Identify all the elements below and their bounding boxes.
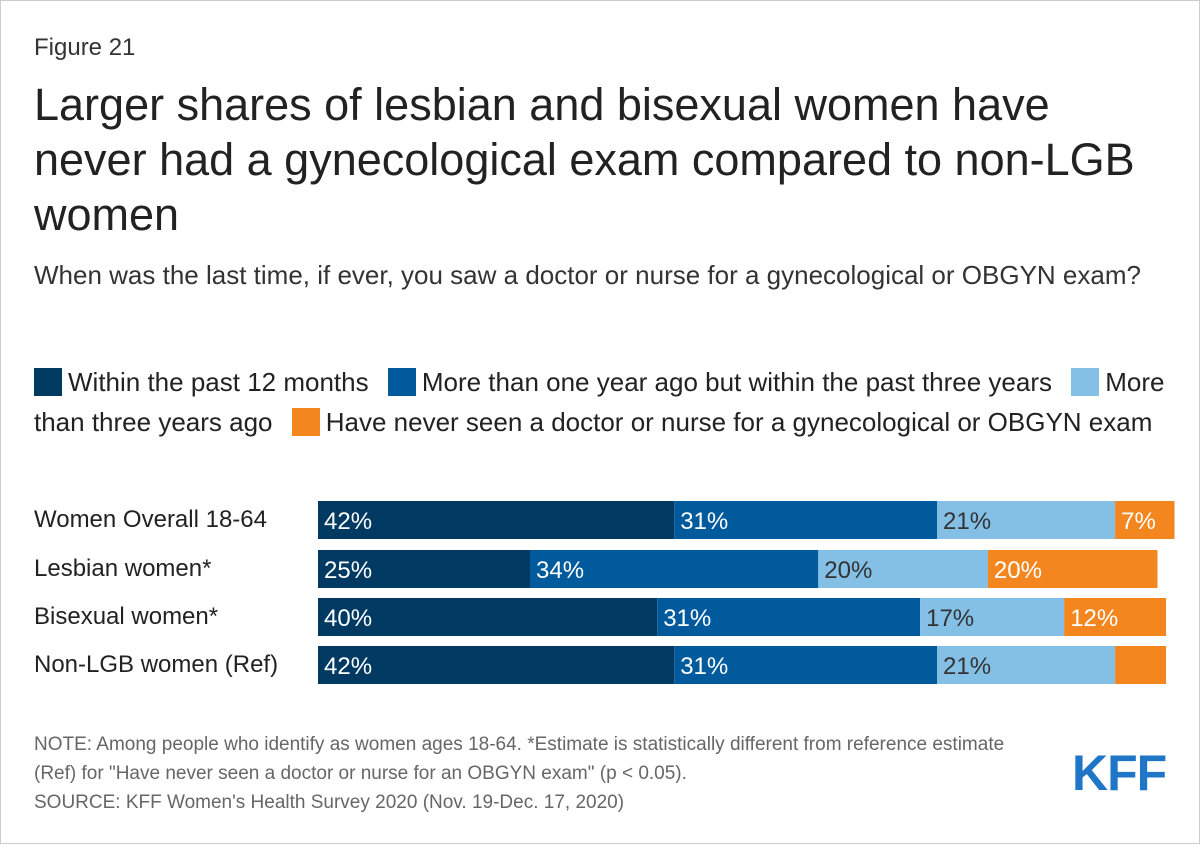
bar-label-more-than-three-years-row-2: 20% <box>824 557 872 584</box>
legend-swatch-one-to-three-years <box>387 368 416 396</box>
footnote: NOTE: Among people who identify as women… <box>34 730 1024 817</box>
legend-item-one-to-three-years: More than one year ago but within the pa… <box>387 367 1053 397</box>
bar-segment-more-than-three-years-row-3 <box>920 598 1065 636</box>
bar-segment-within-12-months-row-3 <box>318 598 658 636</box>
legend-swatch-never <box>291 408 320 436</box>
bar-label-never-row-2: 20% <box>994 557 1042 584</box>
legend-label-one-to-three-years: More than one year ago but within the pa… <box>421 367 1053 397</box>
legend-item-within-12-months: Within the past 12 months <box>34 367 369 397</box>
bar-label-within-12-months-row-3: 40% <box>324 605 372 632</box>
legend-label-never: Have never seen a doctor or nurse for a … <box>325 407 1153 437</box>
bar-label-within-12-months-row-2: 25% <box>324 557 372 584</box>
bar-label-one-to-three-years-row-2: 34% <box>536 557 584 584</box>
bar-segment-within-12-months-row-4 <box>318 646 675 684</box>
bar-label-more-than-three-years-row-3: 17% <box>926 605 974 632</box>
source-text: SOURCE: KFF Women's Health Survey 2020 (… <box>34 792 625 813</box>
bar-segment-within-12-months-row-1 <box>318 501 675 539</box>
bar-segment-within-12-months-row-2 <box>318 550 530 588</box>
chart-title: Larger shares of lesbian and bisexual wo… <box>34 79 1135 240</box>
bar-label-one-to-three-years-row-3: 31% <box>663 605 711 632</box>
row-label-non-lgb-women: Non-LGB women (Ref) <box>34 651 279 678</box>
row-label-women-overall: Women Overall 18-64 <box>34 506 267 533</box>
row-label-lesbian-women: Lesbian women* <box>34 555 212 582</box>
kff-logo: KFF <box>1072 745 1167 801</box>
legend-swatch-more-than-three-years <box>1071 368 1100 396</box>
bar-label-one-to-three-years-row-1: 31% <box>680 508 728 535</box>
bar-segment-one-to-three-years-row-4 <box>674 646 938 684</box>
bar-label-within-12-months-row-4: 42% <box>324 653 372 680</box>
legend-label-within-12-months: Within the past 12 months <box>68 367 369 397</box>
chart-subtitle: When was the last time, if ever, you saw… <box>34 260 1141 290</box>
row-label-bisexual-women: Bisexual women* <box>34 603 219 630</box>
legend-item-more-than-three-years: More than three years ago <box>34 367 1165 437</box>
bar-label-never-row-1: 7% <box>1121 508 1156 535</box>
bar-segment-more-than-three-years-row-2 <box>818 550 988 588</box>
bar-segment-one-to-three-years-row-2 <box>530 550 819 588</box>
legend-swatch-within-12-months <box>34 368 62 396</box>
bar-segment-never-row-3 <box>1064 598 1166 636</box>
legend-label-more-than-three-years: More than three years ago <box>34 367 1165 437</box>
bar-label-one-to-three-years-row-4: 31% <box>680 653 728 680</box>
bar-segment-one-to-three-years-row-3 <box>657 598 921 636</box>
legend: Within the past 12 months More than one … <box>34 362 1174 442</box>
bar-segment-never-row-2 <box>987 550 1158 588</box>
bar-segment-one-to-three-years-row-1 <box>674 501 938 539</box>
bar-segment-never-row-1 <box>1115 501 1175 539</box>
note-text: NOTE: Among people who identify as women… <box>34 734 1005 784</box>
bar-label-more-than-three-years-row-4: 21% <box>943 653 991 680</box>
bar-segment-more-than-three-years-row-4 <box>937 646 1116 684</box>
bar-segment-more-than-three-years-row-1 <box>937 501 1116 539</box>
figure-label: Figure 21 <box>34 34 136 61</box>
bar-label-within-12-months-row-1: 42% <box>324 508 372 535</box>
bar-segment-never-row-4 <box>1115 646 1166 684</box>
bar-label-never-row-3: 12% <box>1070 605 1118 632</box>
legend-item-never: Have never seen a doctor or nurse for a … <box>291 407 1153 437</box>
bar-label-more-than-three-years-row-1: 21% <box>943 508 991 535</box>
